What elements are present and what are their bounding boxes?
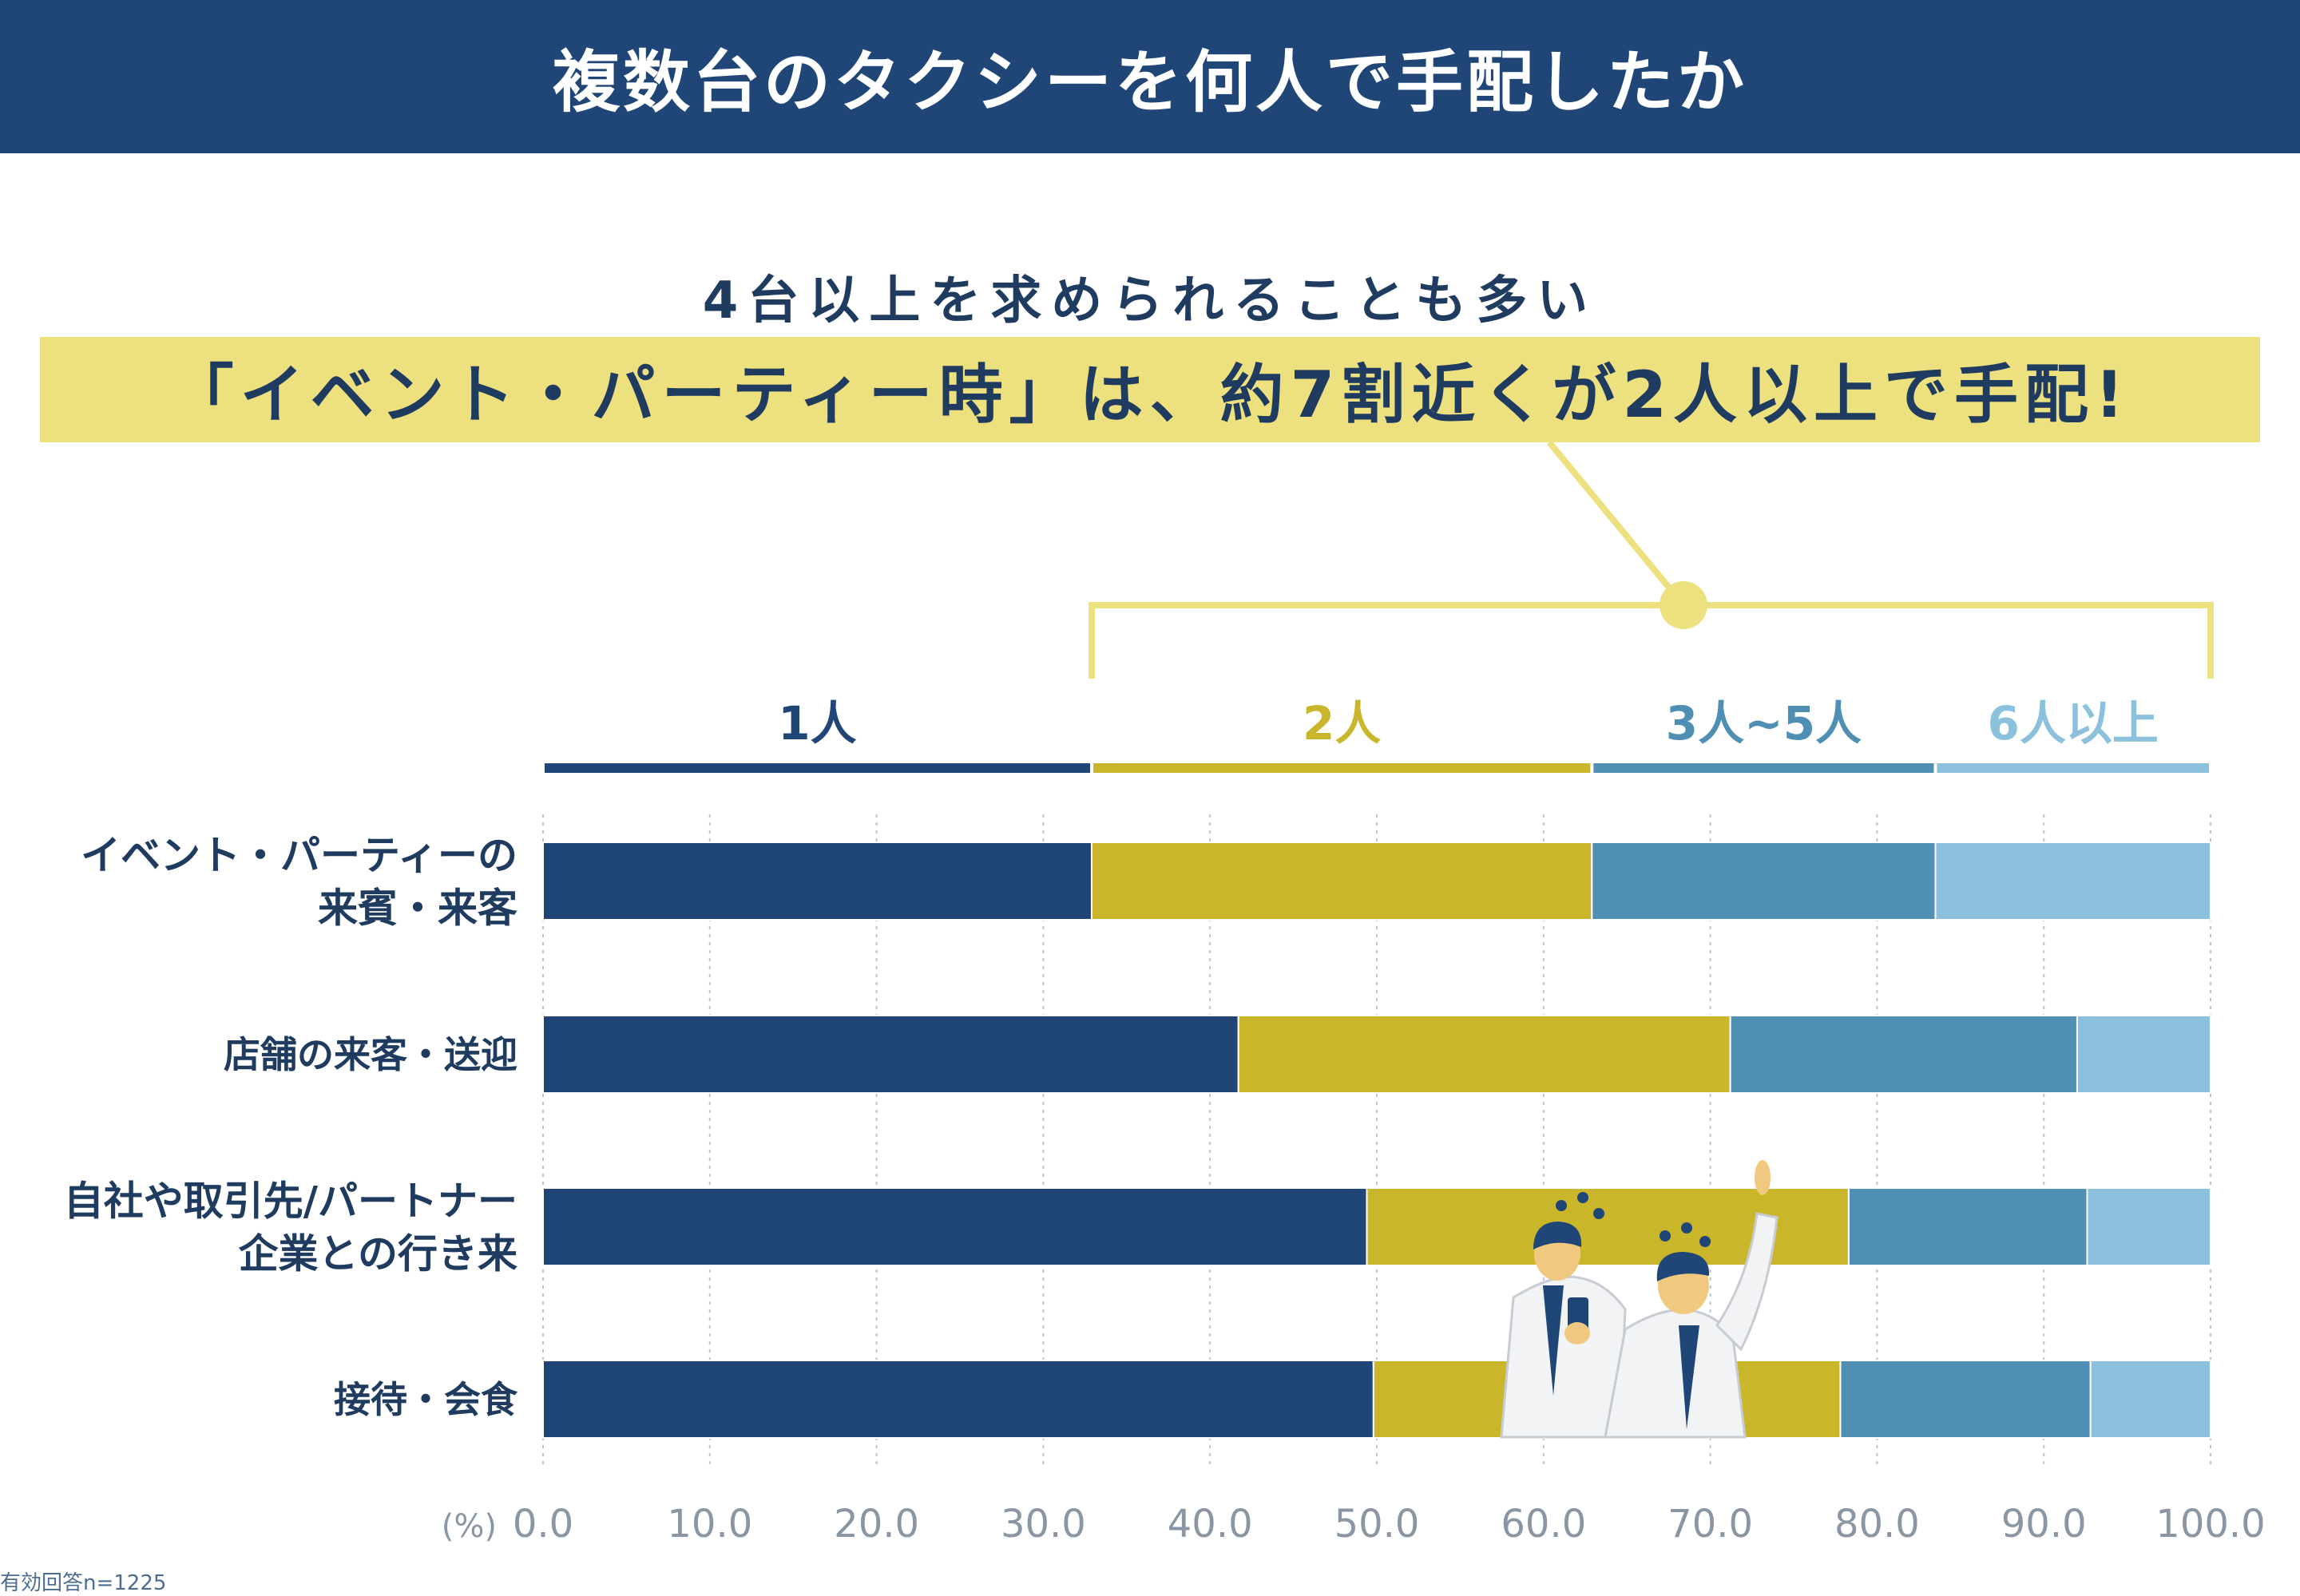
bar-segment [2086, 1187, 2212, 1266]
x-tick-label: 60.0 [1501, 1502, 1586, 1546]
x-tick-label: 20.0 [834, 1502, 919, 1546]
x-axis: 0.0 10.0 20.0 30.0 40.0 50.0 60.0 70.0 80.0 90.0 1… [442, 1502, 2266, 1546]
x-tick-label: 50.0 [1334, 1502, 1420, 1546]
bar-segment [1839, 1360, 2092, 1439]
bar-segment [542, 1360, 1374, 1439]
legend-label: 2人 [1303, 696, 1381, 750]
headline-text: 「イベント・パーティー時」は、約7割近くが2人以上で手配! [169, 358, 2131, 432]
x-tick-label: 30.0 [1001, 1502, 1086, 1546]
category-label: 接待・会食 [334, 1378, 518, 1421]
bar-segment [542, 1015, 1239, 1094]
category-label: 自社や取引先/パートナー企業との行き来 [64, 1178, 518, 1277]
bar-segment [2089, 1360, 2212, 1439]
callout-pointer-line [1546, 440, 1687, 608]
person-left [1500, 1192, 1627, 1439]
legend-label: 3人~5人 [1666, 696, 1862, 750]
x-tick-label: 100.0 [2155, 1502, 2265, 1546]
callout-bracket-line [1089, 602, 2214, 679]
page-title: 複数台のタクシーを何人で手配したか [552, 42, 1747, 121]
category-label: イベント・パーティーの来賓・来客 [81, 833, 518, 932]
bar-segment [1934, 842, 2211, 921]
bars-layer [542, 842, 2212, 1439]
x-unit-label: (%) [442, 1508, 497, 1545]
category-label: 店舗の来客・送迎 [224, 1033, 518, 1076]
headline-banner: 「イベント・パーティー時」は、約7割近くが2人以上で手配! [40, 337, 2260, 442]
bar-segment [1591, 842, 1937, 921]
x-tick-label: 40.0 [1168, 1502, 1253, 1546]
bar-segment [542, 842, 1092, 921]
category-labels: イベント・パーティーの来賓・来客店舗の来客・送迎自社や取引先/パートナー企業との… [64, 833, 518, 1422]
business-people-illustration [1500, 1160, 1779, 1439]
bar-segment [1237, 1015, 1731, 1094]
x-tick-label: 70.0 [1668, 1502, 1753, 1546]
callout-bracket [1089, 440, 2214, 679]
legend-layer: 1人 2人 3人~5人 6人以上 [545, 696, 2209, 773]
bar-segment [1729, 1015, 2078, 1094]
x-tick-label: 0.0 [513, 1502, 573, 1546]
subheading: 4台以上を求められることも多い [702, 271, 1598, 331]
callout-dot [1660, 581, 1707, 629]
title-bar: 複数台のタクシーを何人で手配したか [0, 0, 2300, 153]
x-tick-label: 10.0 [667, 1502, 752, 1546]
legend-label: 1人 [778, 696, 856, 750]
bar-segment [1090, 842, 1593, 921]
bar-segment [2076, 1015, 2211, 1094]
bar-segment [542, 1187, 1368, 1266]
footnote: 有効回答n=1225 [0, 1571, 167, 1595]
legend-label: 6人以上 [1988, 696, 2159, 750]
x-tick-label: 80.0 [1834, 1502, 1920, 1546]
x-tick-label: 90.0 [2001, 1502, 2087, 1546]
person-right [1604, 1160, 1779, 1439]
bar-segment [1847, 1187, 2088, 1266]
